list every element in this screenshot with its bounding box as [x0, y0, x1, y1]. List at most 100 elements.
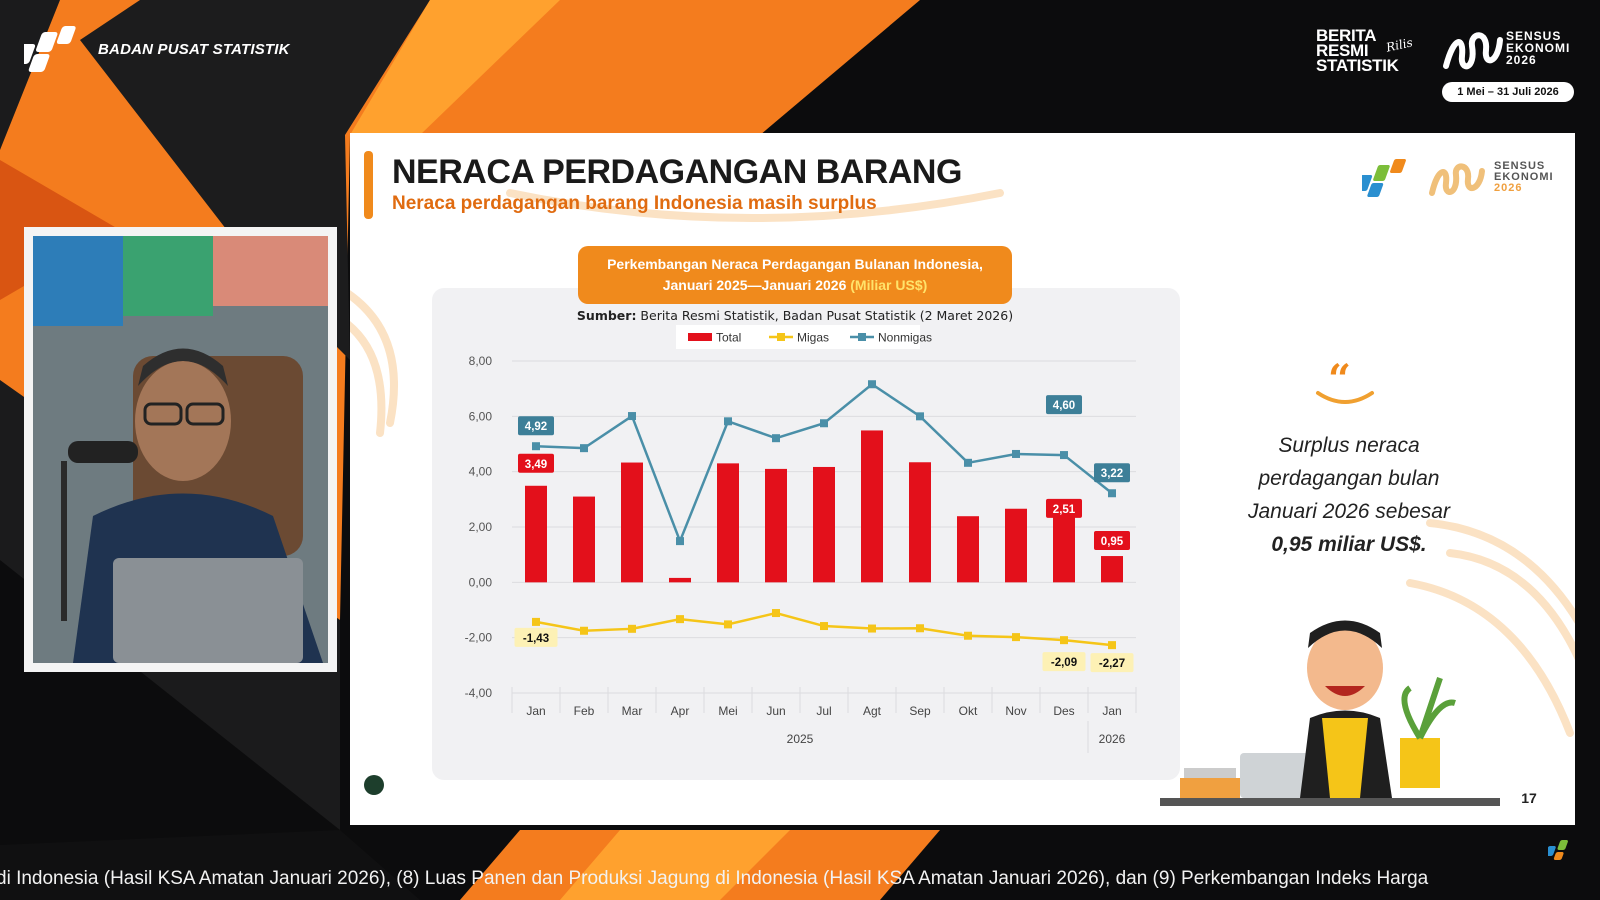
series-point-nonmigas: [580, 444, 588, 453]
x-tick-label: Mei: [718, 704, 737, 718]
x-tick-label: Jan: [1102, 704, 1121, 718]
bar-total: [813, 466, 835, 583]
bar-total: [1053, 512, 1075, 583]
x-tick-label: Feb: [574, 704, 595, 718]
data-label-box: [1094, 463, 1130, 483]
data-label: 2,51: [1053, 504, 1076, 516]
slide-page-number: 17: [1515, 785, 1543, 811]
series-point-migas: [916, 624, 924, 633]
slide-census-line: 2026: [1494, 182, 1523, 194]
bar-total: [1101, 556, 1123, 583]
data-label-box: [518, 453, 554, 473]
series-point-migas: [868, 624, 876, 633]
data-label: -2,27: [1099, 658, 1125, 670]
chart-title-unit: (Miliar US$): [850, 277, 928, 293]
data-label: 0,95: [1101, 536, 1124, 548]
org-name: BADAN PUSAT STATISTIK: [98, 40, 290, 58]
brs-logo-line: BERITA: [1316, 26, 1377, 45]
series-point-migas: [772, 609, 780, 618]
bar-total: [861, 430, 883, 583]
quote-line: Surplus neraca: [1278, 434, 1420, 457]
x-tick-label: Okt: [959, 704, 978, 718]
bar-total: [621, 462, 643, 583]
data-label: -2,09: [1051, 657, 1077, 669]
y-tick-label: 8,00: [469, 354, 493, 368]
data-label-box: [1094, 531, 1130, 551]
data-label-box: [1046, 498, 1082, 518]
brs-logo-line: STATISTIK: [1316, 56, 1399, 75]
series-point-nonmigas: [532, 442, 540, 451]
series-point-migas: [964, 631, 972, 640]
pen-icon[interactable]: [364, 775, 384, 795]
y-tick-label: 2,00: [469, 520, 493, 534]
series-point-nonmigas: [1012, 449, 1020, 458]
x-tick-label: Jan: [526, 704, 545, 718]
trade-balance-chart: 8,00 6,00 4,00 2,00 0,00 -2,00 -4,00 Jan Feb Mar A…: [465, 325, 1137, 753]
series-point-nonmigas: [820, 419, 828, 428]
series-point-nonmigas: [1108, 489, 1116, 498]
series-point-migas: [628, 624, 636, 633]
x-tick-label: Agt: [863, 704, 882, 718]
series-point-nonmigas: [772, 434, 780, 443]
x-tick-label: Des: [1053, 704, 1074, 718]
year-group-label: 2026: [1099, 732, 1126, 746]
bar-total: [1005, 508, 1027, 583]
bar-total: [669, 577, 691, 583]
series-point-migas: [1012, 633, 1020, 642]
y-tick-label: 0,00: [469, 575, 493, 589]
series-point-migas: [580, 626, 588, 635]
data-label-box: [1042, 652, 1086, 672]
census-logo-line: SENSUS: [1506, 29, 1562, 43]
x-tick-label: Jul: [816, 704, 831, 718]
svg-text:“: “: [1328, 363, 1351, 403]
chart-title-line-2: Januari 2025—Januari 2026 (Miliar US$): [578, 275, 1012, 296]
legend-label: Nonmigas: [878, 331, 932, 345]
bar-total: [909, 462, 931, 583]
data-label-box: [1090, 653, 1134, 673]
data-label: 4,60: [1053, 400, 1075, 412]
series-point-migas: [724, 620, 732, 629]
bar-total: [717, 463, 739, 583]
series-point-migas: [1060, 636, 1068, 645]
chart-title-line: Januari 2025—Januari 2026: [662, 277, 847, 293]
y-tick-label: 4,00: [469, 465, 493, 479]
data-label: 4,92: [525, 421, 547, 433]
chart-source-text: Berita Resmi Statistik, Badan Pusat Stat…: [640, 308, 1014, 323]
mascot-illustration: [1160, 620, 1500, 806]
series-point-migas: [532, 617, 540, 626]
slide-logos: [1362, 159, 1485, 197]
year-group-label: 2025: [787, 732, 814, 746]
y-tick-label: 6,00: [469, 409, 493, 423]
x-tick-label: Sep: [909, 704, 931, 718]
data-label-box: [518, 416, 554, 436]
bar-total: [765, 468, 787, 583]
chart-title: Perkembangan Neraca Perdagangan Bulanan …: [578, 246, 1012, 304]
speaker-video-frame: [33, 236, 328, 663]
quote-highlight: 0,95 miliar US$.: [1271, 533, 1427, 556]
news-ticker: di Indonesia (Hasil KSA Amatan Januari 2…: [0, 864, 1600, 894]
census-logo-icon: [1429, 163, 1485, 196]
quote-line: Januari 2026 sebesar: [1248, 500, 1450, 523]
series-point-nonmigas: [1060, 451, 1068, 460]
brs-logo-line: RESMI: [1316, 41, 1369, 60]
data-label-box: [514, 627, 558, 647]
slide-decoration: [350, 189, 1575, 737]
x-tick-label: Mar: [622, 704, 643, 718]
brs-logo: BERITA RESMI STATISTIK: [1316, 26, 1399, 75]
census-logo-icon: [1443, 32, 1503, 70]
quote-icon: “: [1316, 363, 1374, 404]
legend-swatch: [688, 333, 712, 341]
bps-logo-icon: [1548, 840, 1568, 860]
census-logo-text: SENSUS EKONOMI 2026: [1506, 30, 1570, 66]
legend-box: [676, 325, 920, 349]
slide-census-line: EKONOMI: [1494, 171, 1554, 183]
chart-source-label: Sumber:: [576, 308, 637, 323]
series-point-migas: [820, 622, 828, 631]
chart-title-line: Perkembangan Neraca Perdagangan Bulanan …: [607, 256, 983, 272]
x-tick-label: Nov: [1005, 704, 1026, 718]
series-point-nonmigas: [628, 412, 636, 421]
series-point-nonmigas: [916, 412, 924, 421]
x-tick-label: Jun: [766, 704, 785, 718]
slide-census-text: SENSUS EKONOMI 2026: [1494, 161, 1554, 194]
bar-total: [573, 496, 595, 583]
